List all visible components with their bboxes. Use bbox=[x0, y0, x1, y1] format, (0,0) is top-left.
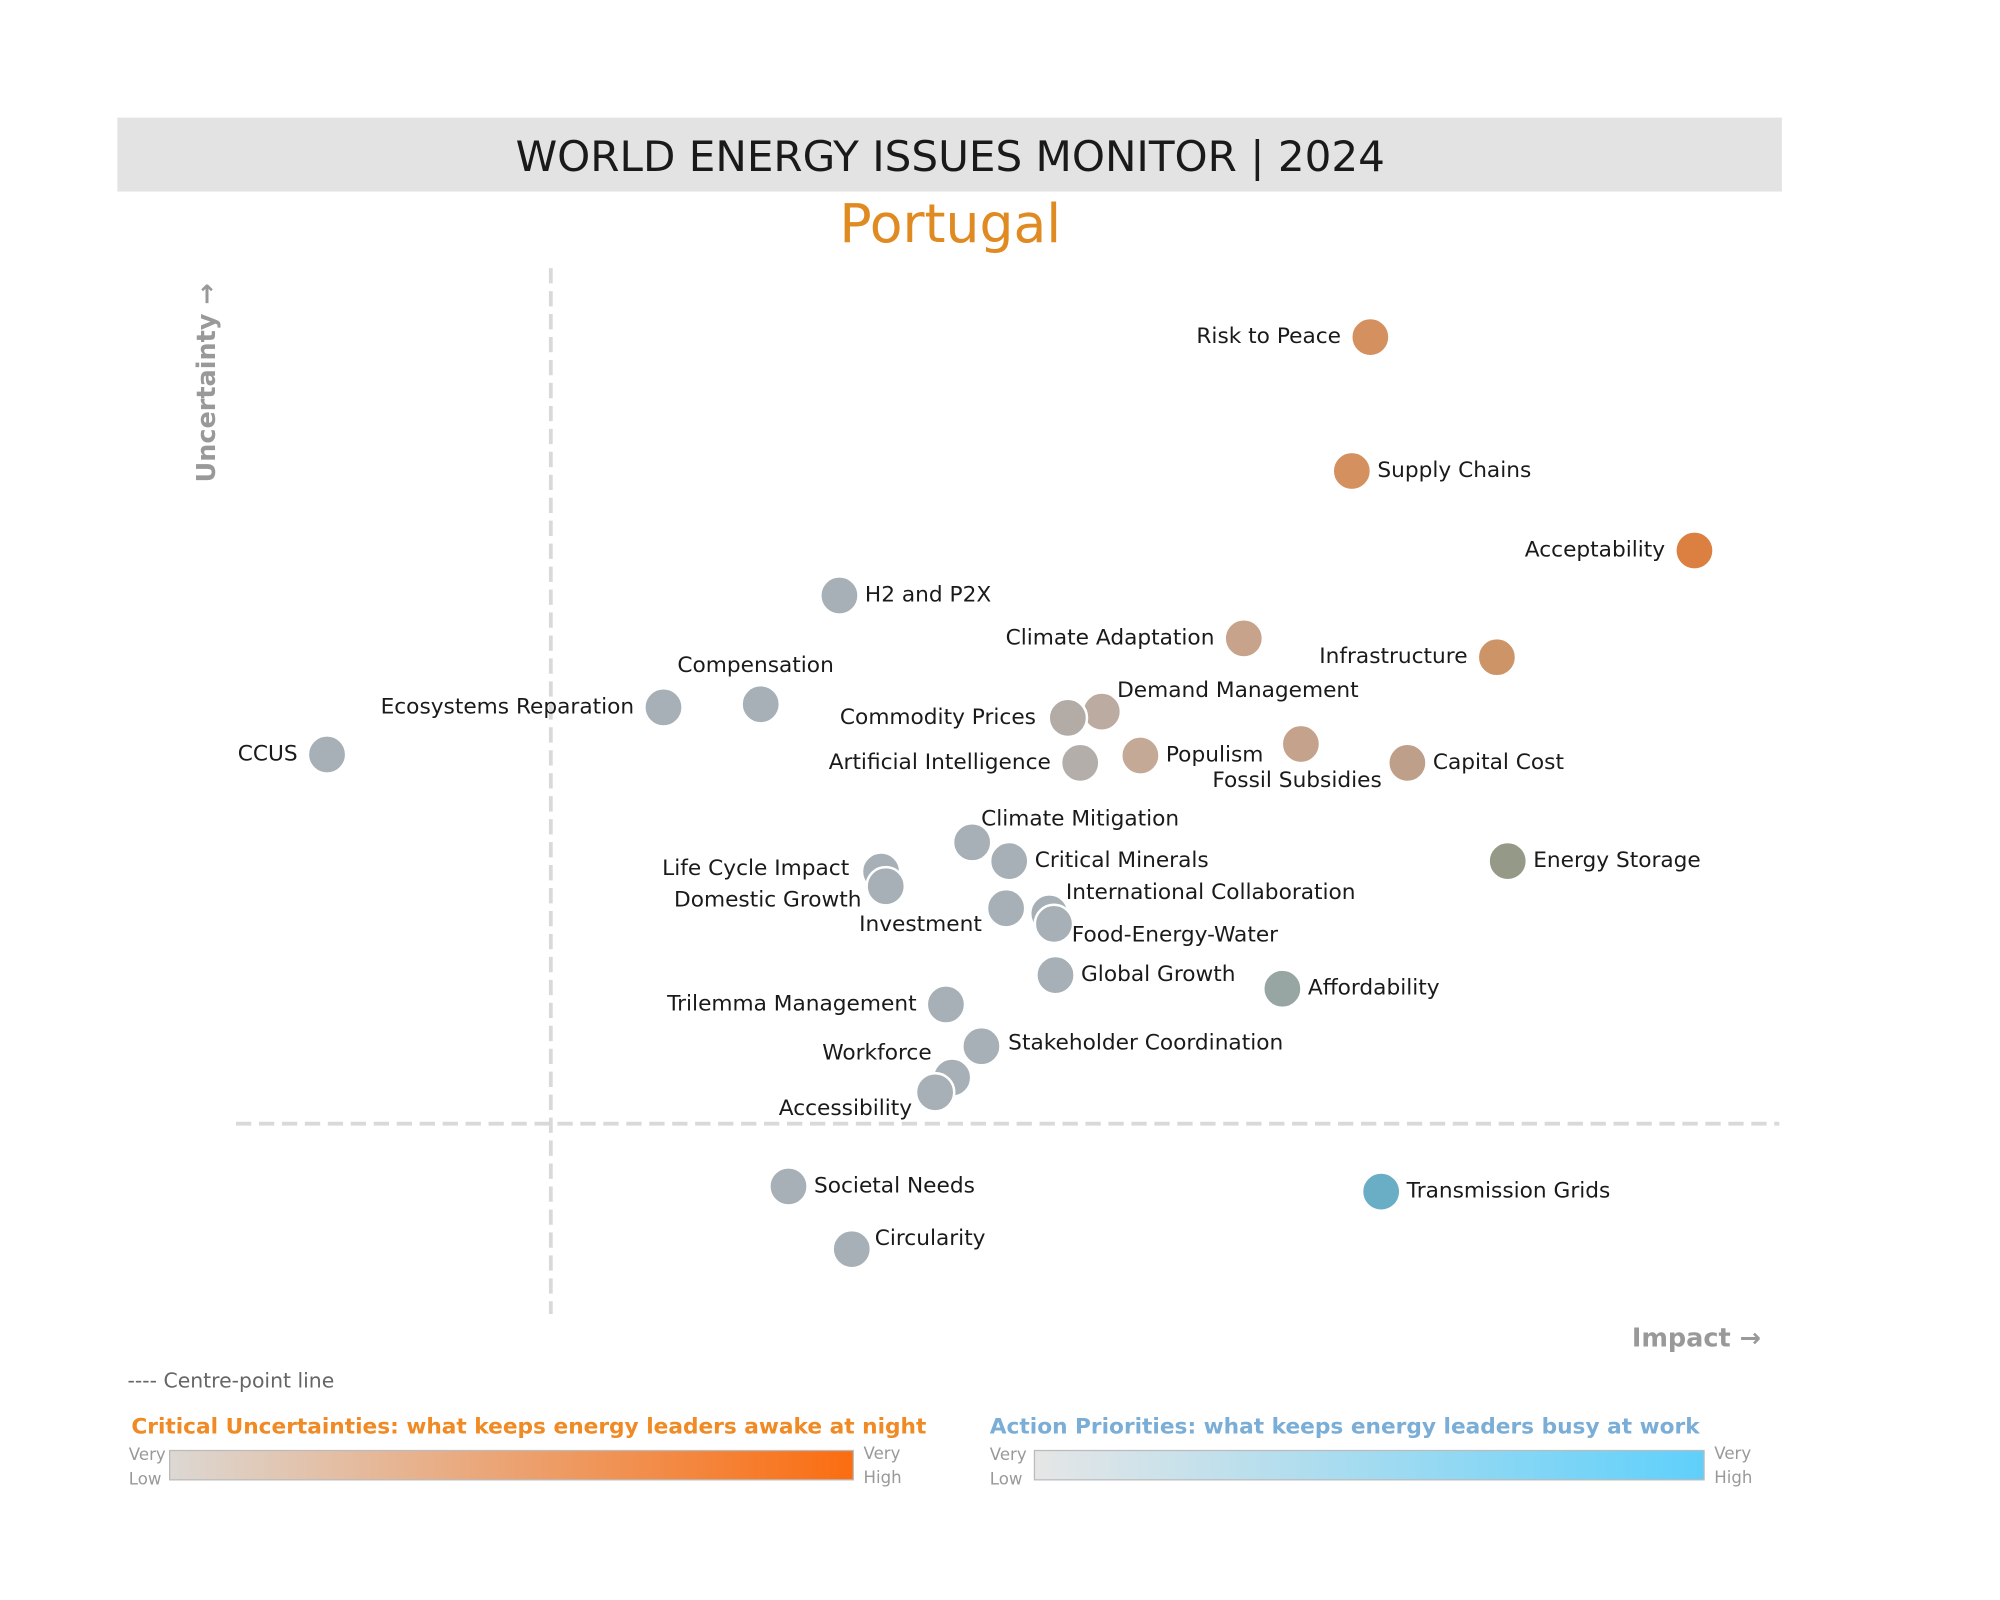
issue-label: Global Growth bbox=[1081, 962, 1235, 987]
issue-label: Workforce bbox=[822, 1040, 931, 1065]
issue-label: Compensation bbox=[677, 653, 833, 678]
legend-low-label: Very bbox=[129, 1445, 166, 1464]
issue-point bbox=[831, 1228, 873, 1270]
issue-label: Accessibility bbox=[779, 1096, 913, 1121]
x-axis-label: Impact → bbox=[1632, 1324, 1761, 1354]
legend-title: Critical Uncertainties: what keeps energ… bbox=[131, 1415, 926, 1440]
issue-point bbox=[1035, 954, 1076, 996]
legend-color-bar bbox=[169, 1449, 854, 1481]
legend-high-label: High bbox=[1714, 1468, 1752, 1487]
legend-low-label: Very bbox=[990, 1445, 1027, 1464]
issue-point bbox=[1081, 691, 1123, 732]
issue-point bbox=[1119, 735, 1161, 776]
issue-point bbox=[643, 686, 684, 728]
issue-point bbox=[1674, 530, 1715, 571]
issue-label: Trilemma Management bbox=[666, 991, 916, 1016]
legend-high-label: High bbox=[864, 1468, 902, 1487]
issue-label: Critical Minerals bbox=[1035, 848, 1209, 873]
issue-point bbox=[1487, 840, 1529, 882]
issue-label: Acceptability bbox=[1525, 538, 1665, 563]
issue-label: Risk to Peace bbox=[1196, 324, 1341, 349]
legend-title: Action Priorities: what keeps energy lea… bbox=[990, 1415, 1700, 1440]
issue-label: Transmission Grids bbox=[1406, 1179, 1611, 1204]
issue-point bbox=[1059, 742, 1101, 784]
issue-point bbox=[865, 865, 907, 907]
issue-label: Artificial Intelligence bbox=[829, 750, 1051, 775]
legend-high-label: Very bbox=[864, 1444, 901, 1463]
issue-point bbox=[1360, 1171, 1402, 1213]
issue-point bbox=[1223, 617, 1265, 659]
issue-label: Food-Energy-Water bbox=[1072, 922, 1278, 947]
issue-point bbox=[740, 683, 782, 725]
issue-label: Stakeholder Coordination bbox=[1008, 1031, 1283, 1056]
y-axis-label: Uncertainty → bbox=[192, 283, 222, 482]
issue-point bbox=[985, 887, 1027, 929]
issue-point bbox=[819, 575, 860, 616]
issue-point bbox=[1033, 903, 1075, 945]
legend-low-label: Low bbox=[129, 1469, 162, 1488]
issue-label: Investment bbox=[859, 912, 982, 937]
issue-label: Ecosystems Reparation bbox=[381, 694, 635, 719]
issue-point bbox=[951, 821, 993, 863]
issue-label: CCUS bbox=[238, 741, 298, 766]
issue-label: H2 and P2X bbox=[865, 582, 991, 607]
issue-label: Life Cycle Impact bbox=[662, 856, 849, 881]
issue-label: Capital Cost bbox=[1433, 750, 1564, 775]
issue-label: Infrastructure bbox=[1319, 644, 1467, 669]
issue-point bbox=[1476, 636, 1518, 678]
issue-point bbox=[914, 1071, 956, 1113]
chart-title: WORLD ENERGY ISSUES MONITOR | 2024 bbox=[516, 132, 1385, 181]
issue-label: International Collaboration bbox=[1066, 880, 1356, 905]
issue-point bbox=[1349, 316, 1391, 358]
issue-label: Populism bbox=[1166, 743, 1264, 768]
legend-high-label: Very bbox=[1714, 1444, 1751, 1463]
issue-point bbox=[1280, 723, 1322, 765]
issue-label: Demand Management bbox=[1117, 678, 1359, 703]
issue-label: Climate Adaptation bbox=[1006, 625, 1215, 650]
issue-label: Societal Needs bbox=[814, 1173, 975, 1198]
issue-label: Circularity bbox=[875, 1226, 986, 1251]
issue-label: Energy Storage bbox=[1533, 848, 1701, 873]
issue-label: Fossil Subsidies bbox=[1212, 768, 1381, 793]
issue-point bbox=[961, 1025, 1002, 1067]
issue-label: Climate Mitigation bbox=[981, 806, 1179, 831]
issue-point bbox=[768, 1166, 809, 1207]
issue-point bbox=[1386, 742, 1428, 784]
issue-label: Commodity Prices bbox=[840, 705, 1036, 730]
issue-point bbox=[1261, 968, 1303, 1010]
issue-label: Affordability bbox=[1308, 976, 1440, 1001]
title-banner bbox=[117, 117, 1782, 192]
issue-point bbox=[925, 984, 967, 1025]
issue-point bbox=[306, 734, 348, 775]
issue-point bbox=[1047, 697, 1089, 739]
centre-line-legend: ---- Centre-point line bbox=[128, 1369, 335, 1393]
issue-point bbox=[988, 840, 1030, 882]
legend-color-bar bbox=[1033, 1449, 1705, 1481]
chart-subtitle: Portugal bbox=[839, 192, 1061, 255]
legend-low-label: Low bbox=[990, 1469, 1023, 1488]
issue-label: Supply Chains bbox=[1377, 458, 1531, 483]
issue-label: Domestic Growth bbox=[674, 887, 861, 912]
issue-point bbox=[1331, 450, 1373, 492]
